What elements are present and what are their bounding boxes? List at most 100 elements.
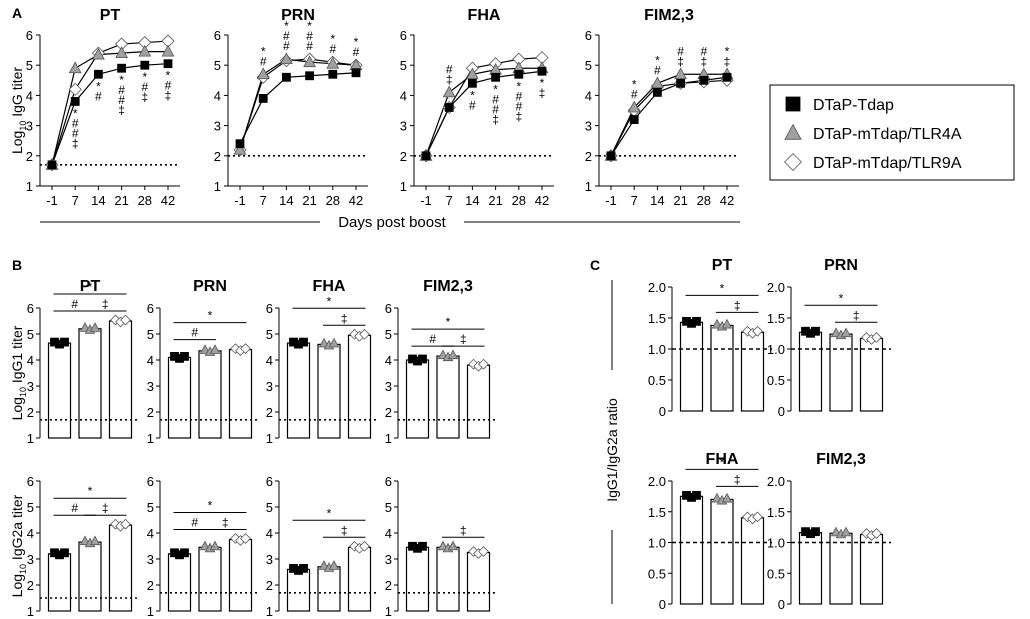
y-tick-label: 2.0 bbox=[648, 280, 666, 295]
panel-c-chart-title: FHA bbox=[706, 451, 739, 468]
y-tick-label: 2 bbox=[147, 578, 154, 593]
significance-symbol: * bbox=[142, 70, 147, 84]
significance-symbol: ‡ bbox=[222, 516, 229, 530]
data-point bbox=[328, 69, 338, 79]
y-tick-label: 1.5 bbox=[767, 311, 785, 326]
bar bbox=[405, 359, 430, 439]
y-tick-label: 6 bbox=[214, 28, 221, 43]
significance-symbol: # bbox=[283, 39, 290, 53]
bar bbox=[347, 334, 372, 439]
data-point bbox=[115, 46, 129, 59]
bar bbox=[466, 551, 491, 612]
y-tick-label: 5 bbox=[27, 500, 34, 515]
data-point bbox=[811, 527, 820, 537]
significance-symbol: * bbox=[261, 44, 266, 58]
significance-symbol: ‡ bbox=[102, 297, 109, 311]
x-tick-label: 14 bbox=[650, 193, 664, 208]
y-tick-label: 1 bbox=[26, 179, 33, 194]
series-line bbox=[239, 58, 357, 150]
significance-symbol: # bbox=[492, 102, 499, 116]
data-point bbox=[478, 358, 489, 370]
significance-symbol: # bbox=[492, 92, 499, 106]
significance-symbol: # bbox=[329, 42, 336, 56]
significance-symbol: # bbox=[429, 332, 436, 346]
data-point bbox=[653, 87, 662, 97]
significance-symbol: * bbox=[330, 32, 335, 46]
y-tick-label: 1.0 bbox=[767, 536, 785, 551]
data-point bbox=[537, 66, 547, 76]
significance-symbol: ‡ bbox=[460, 332, 467, 346]
legend-label: DTaP-mTdap/TLR9A bbox=[813, 155, 962, 172]
y-tick-label: 4 bbox=[385, 526, 392, 541]
y-tick-label: 4 bbox=[27, 353, 34, 368]
data-point bbox=[752, 511, 763, 523]
legend-box bbox=[769, 84, 1015, 181]
y-tick-label: 1 bbox=[27, 431, 34, 446]
y-tick-label: 1 bbox=[400, 179, 407, 194]
data-point bbox=[629, 115, 639, 124]
data-point bbox=[281, 72, 291, 82]
bar bbox=[859, 533, 884, 605]
y-tick-label: 4 bbox=[147, 526, 154, 541]
bar bbox=[198, 546, 222, 612]
bar bbox=[740, 331, 765, 412]
data-point bbox=[235, 139, 245, 149]
panel-a-ylabel: Log10 IgG titer bbox=[9, 67, 28, 154]
data-point bbox=[256, 67, 270, 80]
significance-symbol: ‡ bbox=[492, 112, 499, 126]
significance-symbol: * bbox=[73, 106, 78, 120]
significance-symbol: * bbox=[493, 82, 498, 96]
x-tick-label: 21 bbox=[488, 193, 502, 208]
y-tick-label: 6 bbox=[585, 28, 592, 43]
bar bbox=[466, 364, 491, 439]
y-tick-label: 4 bbox=[385, 353, 392, 368]
significance-symbol: * bbox=[208, 309, 213, 323]
series-line bbox=[51, 63, 169, 166]
significance-symbol: ‡ bbox=[734, 472, 741, 486]
days-axis-label-bg bbox=[320, 210, 464, 234]
significance-symbol: * bbox=[446, 315, 451, 329]
y-tick-label: 3 bbox=[266, 552, 273, 567]
y-tick-label: 3 bbox=[27, 379, 34, 394]
series-line bbox=[425, 67, 542, 157]
significance-symbol: # bbox=[306, 39, 313, 53]
data-point bbox=[163, 59, 173, 69]
y-tick-label: 4 bbox=[266, 353, 273, 368]
y-tick-label: 5 bbox=[385, 500, 392, 515]
bar bbox=[679, 495, 704, 605]
y-tick-label: 1 bbox=[585, 179, 592, 194]
bar bbox=[798, 331, 823, 412]
y-tick-label: 4 bbox=[26, 88, 33, 103]
significance-symbol: * bbox=[88, 280, 93, 294]
panel-c-ylabel: IgG1/IgG2a ratio bbox=[604, 398, 620, 502]
panel-b-ylabel: Log10 IgG2a titer bbox=[9, 494, 28, 597]
significance-symbol: # bbox=[95, 89, 102, 103]
significance-symbol: * bbox=[119, 73, 124, 87]
significance-symbol: ‡ bbox=[102, 501, 109, 515]
significance-symbol: * bbox=[516, 79, 521, 93]
significance-symbol: ‡ bbox=[460, 523, 467, 537]
data-point bbox=[349, 328, 360, 340]
y-tick-label: 5 bbox=[214, 58, 221, 73]
data-point bbox=[140, 60, 150, 70]
data-point bbox=[230, 533, 241, 544]
data-point bbox=[305, 71, 315, 81]
y-tick-label: 2 bbox=[27, 578, 34, 593]
y-tick-label: 5 bbox=[585, 58, 592, 73]
x-tick-label: 7 bbox=[631, 193, 638, 208]
y-tick-label: 6 bbox=[27, 301, 34, 316]
data-point bbox=[699, 75, 709, 85]
y-tick-label: 4 bbox=[585, 88, 592, 103]
y-tick-label: 3 bbox=[26, 119, 33, 134]
bar bbox=[167, 553, 192, 612]
significance-symbol: # bbox=[353, 45, 360, 59]
y-tick-label: 2 bbox=[266, 405, 273, 420]
bar bbox=[228, 349, 253, 439]
data-point bbox=[180, 351, 189, 361]
y-tick-label: 5 bbox=[27, 327, 34, 342]
x-tick-label: 42 bbox=[535, 193, 549, 208]
significance-symbol: * bbox=[655, 53, 660, 67]
y-tick-label: 5 bbox=[147, 327, 154, 342]
y-tick-label: 0.5 bbox=[767, 373, 785, 388]
data-point bbox=[359, 540, 370, 552]
